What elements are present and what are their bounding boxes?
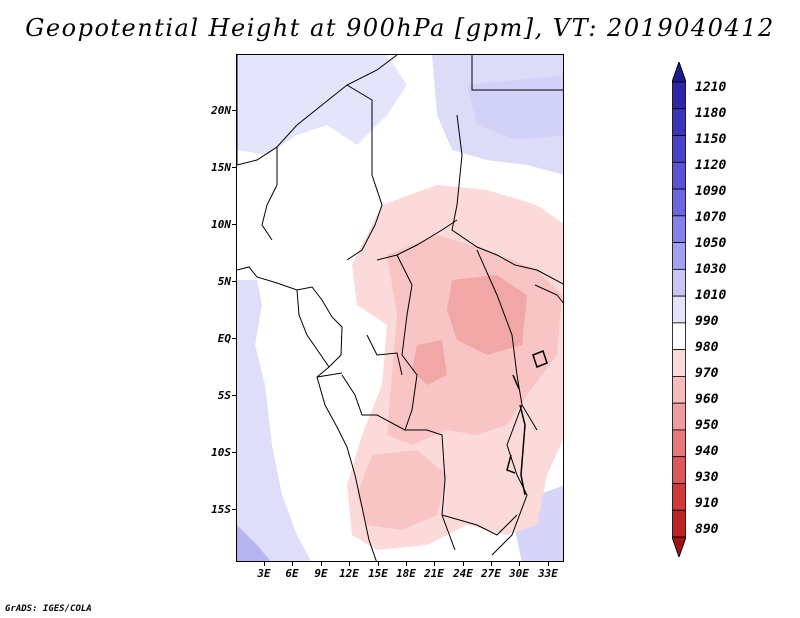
map-panel	[236, 54, 564, 562]
lon-tick	[548, 562, 549, 566]
colorbar-swatch	[672, 402, 686, 431]
colorbar-label-1070: 1070	[695, 210, 727, 225]
lat-tick	[232, 224, 236, 225]
lon-tick	[406, 562, 407, 566]
colorbar-swatch	[672, 483, 686, 511]
map-borders	[237, 55, 563, 561]
lon-label-15e: 15E	[368, 567, 388, 580]
colorbar-swatch	[672, 135, 686, 163]
lon-tick	[264, 562, 265, 566]
lon-label-24e: 24E	[453, 567, 473, 580]
lon-tick	[434, 562, 435, 566]
lat-tick	[232, 110, 236, 111]
colorbar-swatch	[672, 81, 686, 110]
colorbar-label-980: 980	[695, 340, 719, 355]
colorbar-swatch	[672, 295, 686, 324]
lat-label-10n: 10N	[211, 218, 231, 231]
lon-tick	[463, 562, 464, 566]
lon-label-6e: 6E	[285, 567, 299, 580]
colorbar	[671, 60, 687, 559]
colorbar-bottom-arrow	[671, 536, 687, 559]
colorbar-label-990: 990	[695, 314, 719, 329]
colorbar-label-1010: 1010	[695, 288, 727, 303]
colorbar-label-1210: 1210	[695, 80, 727, 95]
lon-tick	[292, 562, 293, 566]
lat-label-eq: EQ	[217, 332, 231, 345]
lon-label-3e: 3E	[257, 567, 271, 580]
lon-tick	[321, 562, 322, 566]
lon-label-30e: 30E	[509, 567, 529, 580]
lon-label-18e: 18E	[396, 567, 416, 580]
colorbar-swatch	[672, 456, 686, 484]
lon-tick	[491, 562, 492, 566]
colorbar-swatch	[672, 215, 686, 243]
colorbar-label-1150: 1150	[695, 132, 727, 147]
high-region-southeast	[512, 485, 563, 561]
colorbar-swatch	[672, 322, 686, 351]
lon-tick	[519, 562, 520, 566]
high-region-southwest-corner	[237, 525, 271, 561]
low-region-medium-south	[357, 450, 447, 530]
colorbar-top-arrow	[671, 60, 687, 83]
lat-tick	[232, 509, 236, 510]
colorbar-swatch	[672, 188, 686, 217]
map-lakes	[506, 350, 548, 496]
colorbar-label-890: 890	[695, 522, 719, 537]
colorbar-swatch	[672, 429, 686, 458]
colorbar-label-1050: 1050	[695, 236, 727, 251]
colorbar-label-970: 970	[695, 366, 719, 381]
colorbar-swatch	[672, 509, 686, 538]
lon-label-27e: 27E	[481, 567, 501, 580]
high-region-atlantic	[237, 280, 311, 561]
lat-tick	[232, 338, 236, 339]
colorbar-label-950: 950	[695, 418, 719, 433]
lon-label-9e: 9E	[314, 567, 328, 580]
lat-tick	[232, 395, 236, 396]
colorbar-swatch	[672, 349, 686, 377]
grads-credit: GrADS: IGES/COLA	[5, 604, 92, 614]
colorbar-label-1030: 1030	[695, 262, 727, 277]
colorbar-label-1090: 1090	[695, 184, 727, 199]
map-canvas	[237, 55, 563, 561]
colorbar-swatch	[672, 268, 686, 297]
colorbar-label-1180: 1180	[695, 106, 727, 121]
chart-title: Geopotential Height at 900hPa [gpm], VT:…	[25, 14, 775, 42]
colorbar-label-930: 930	[695, 470, 719, 485]
lat-label-15s: 15S	[211, 503, 231, 516]
lat-label-20n: 20N	[211, 104, 231, 117]
colorbar-label-960: 960	[695, 392, 719, 407]
low-region-core-east	[447, 275, 527, 355]
lon-label-21e: 21E	[424, 567, 444, 580]
colorbar-swatch	[672, 242, 686, 270]
colorbar-label-910: 910	[695, 496, 719, 511]
lat-label-5s: 5S	[217, 389, 231, 402]
lon-label-12e: 12E	[339, 567, 359, 580]
lat-tick	[232, 167, 236, 168]
lat-label-10s: 10S	[211, 446, 231, 459]
lon-tick	[349, 562, 350, 566]
colorbar-swatch	[672, 161, 686, 190]
lon-label-33e: 33E	[538, 567, 558, 580]
colorbar-swatch	[672, 108, 686, 136]
lon-tick	[378, 562, 379, 566]
colorbar-swatch	[672, 376, 686, 404]
colorbar-canvas	[671, 60, 687, 559]
colorbar-label-1120: 1120	[695, 158, 727, 173]
low-region-core-west	[412, 340, 447, 385]
lat-label-5n: 5N	[217, 275, 231, 288]
high-region-northeast-core	[467, 75, 563, 140]
lat-tick	[232, 452, 236, 453]
colorbar-label-940: 940	[695, 444, 719, 459]
lat-tick	[232, 281, 236, 282]
lat-label-15n: 15N	[211, 161, 231, 174]
